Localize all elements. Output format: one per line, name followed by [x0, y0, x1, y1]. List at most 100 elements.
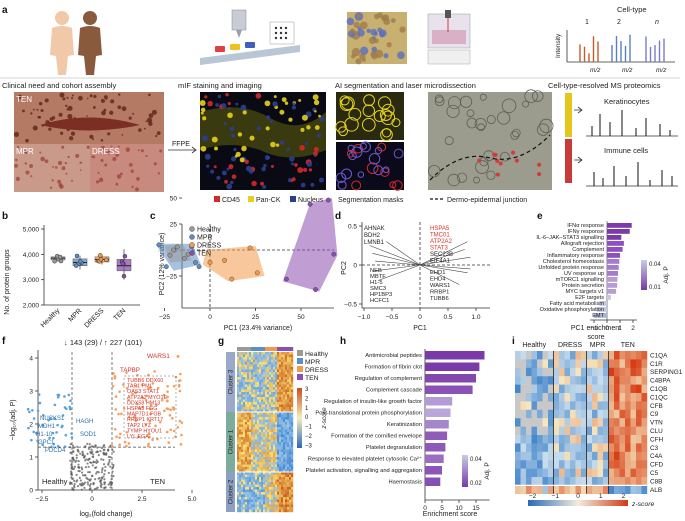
- g-heat-cell: [263, 427, 266, 430]
- e-xlabel: PC1 enrichment: [571, 325, 621, 332]
- f-point-ns: [81, 468, 84, 471]
- g-heat-cell: [263, 394, 266, 398]
- f-point-ns: [69, 459, 72, 462]
- g-heat-cell: [275, 462, 278, 465]
- g-heat-cell: [287, 484, 290, 488]
- i-heat-cell: [570, 384, 576, 394]
- g-heat-cell: [277, 432, 280, 435]
- g-heat-cell: [261, 412, 264, 415]
- g-heat-cell: [285, 454, 288, 458]
- f-up-label: LYL EGA: [127, 434, 149, 440]
- mif-cell: [314, 110, 317, 113]
- g-heat-cell: [275, 489, 278, 493]
- g-heat-cell: [247, 437, 250, 440]
- g-heat-cell: [285, 437, 288, 440]
- g-heat-cell: [237, 479, 240, 483]
- g-heat-cell: [275, 354, 278, 358]
- g-heat-cell: [257, 467, 260, 470]
- mif-cell: [204, 95, 208, 99]
- g-heat-cell: [277, 479, 280, 483]
- g-heat-cell: [247, 427, 250, 430]
- g-heat-cell: [253, 424, 256, 428]
- g-heat-cell: [287, 482, 290, 485]
- g-heat-cell: [271, 417, 274, 420]
- g-heat-cell: [283, 422, 286, 425]
- g-heat-cell: [267, 487, 270, 490]
- i-heat-cell: [608, 451, 615, 461]
- seg-cell: [351, 54, 356, 59]
- f-point-ns: [112, 474, 115, 478]
- f-point-ns: [70, 463, 73, 466]
- g-heat-cell: [261, 439, 264, 443]
- i-heat-cell: [570, 451, 576, 461]
- seg-cell: [361, 57, 366, 62]
- g-heat-cell: [281, 382, 284, 385]
- g-heat-cell: [253, 402, 256, 405]
- g-heat-cell: [245, 417, 248, 420]
- g-heat-cell: [285, 502, 288, 505]
- h-xtick-label: 15: [472, 505, 480, 512]
- g-heat-cell: [245, 497, 248, 500]
- f-point-up: [113, 376, 117, 380]
- g-heat-cell: [239, 434, 242, 438]
- g-heat-cell: [285, 447, 288, 450]
- g-heat-cell: [271, 432, 274, 435]
- g-heat-cell: [245, 392, 248, 395]
- g-heat-cell: [285, 474, 288, 478]
- seg-cell: [359, 46, 369, 55]
- g-heat-cell: [249, 492, 252, 495]
- i-heat-cell: [586, 443, 593, 452]
- g-heat-cell: [277, 397, 280, 400]
- g-heat-cell: [271, 409, 274, 413]
- g-heat-cell: [281, 404, 284, 408]
- g-heat-cell: [271, 507, 274, 510]
- g-heat-cell: [275, 454, 278, 458]
- f-point-ns: [95, 451, 98, 454]
- g-heat-cell: [275, 474, 278, 478]
- i-heat-cell: [531, 468, 538, 478]
- g-heat-cell: [247, 467, 250, 470]
- g-heat-cell: [243, 362, 246, 365]
- g-heat-cell: [291, 389, 294, 393]
- f-point-ns: [81, 450, 84, 453]
- g-heat-cell: [241, 429, 244, 433]
- f-point-ns: [76, 445, 79, 448]
- b-group-label: DRESS: [83, 307, 105, 329]
- i-heat-cell: [548, 393, 554, 402]
- g-heat-cell: [259, 432, 262, 435]
- g-heat-cell: [257, 454, 260, 458]
- f-point-up: [111, 384, 115, 388]
- g-heat-cell: [241, 504, 244, 508]
- g-heat-cell: [247, 369, 250, 373]
- g-heat-cell: [247, 507, 250, 510]
- g-heat-cell: [259, 469, 262, 473]
- f-xtick-label: 2.5: [137, 496, 146, 503]
- c-point: [207, 260, 213, 265]
- c-xlabel: PC1 (23.4% variance): [224, 325, 292, 332]
- g-heat-cell: [289, 407, 292, 410]
- f-point-ns: [70, 470, 73, 473]
- g-heat-cell: [269, 409, 272, 413]
- d-ylabel: PC2: [341, 261, 348, 275]
- keratinocytes-label: Keratinocytes: [604, 97, 650, 106]
- g-heat-cell: [277, 457, 280, 460]
- g-heat-cell: [283, 487, 286, 490]
- g-heat-cell: [287, 502, 290, 505]
- g-heat-cell: [259, 462, 262, 465]
- g-heat-cell: [275, 427, 278, 430]
- i-heat-cell: [564, 485, 571, 494]
- lesion-spot: [30, 112, 33, 115]
- g-heat-cell: [259, 477, 262, 480]
- g-heat-cell: [281, 502, 284, 505]
- g-heat-cell: [249, 434, 252, 438]
- g-heat-cell: [237, 417, 240, 420]
- g-heat-cell: [249, 359, 252, 363]
- g-heat-cell: [289, 374, 292, 378]
- i-heat-cell: [625, 435, 631, 444]
- f-point-ns: [107, 462, 110, 465]
- i-heat-cell: [630, 468, 637, 478]
- g-heat-cell: [281, 447, 284, 450]
- g-heat-cell: [251, 507, 254, 510]
- e-bar: [607, 259, 620, 264]
- g-heat-cell: [263, 459, 266, 463]
